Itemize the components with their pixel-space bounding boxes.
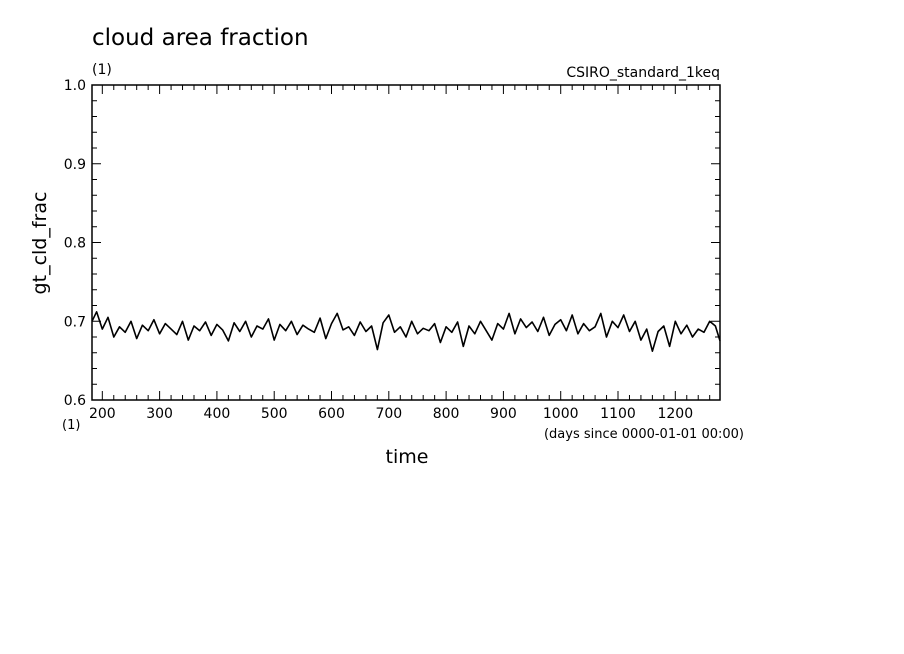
y-tick-label: 0.7 [64,314,86,330]
y-tick-label: 0.9 [64,157,86,173]
y-tick-label: 0.8 [64,236,86,252]
dataset-label: CSIRO_standard_1keq [566,65,720,81]
x-tick-label: 500 [261,406,288,422]
x-axis-units: (days since 0000-01-01 00:00) [544,427,744,442]
x-axis-tick-labels: 200 300 400 500 600 700 800 900 1000 1100 1200 [89,406,693,422]
title-units: (1) [92,62,112,78]
x-tick-label: 1200 [657,406,693,422]
x-tick-label: 900 [490,406,517,422]
series-line [91,311,721,352]
x-axis-label: time [386,446,429,468]
y-axis-tick-labels: 0.6 0.7 0.8 0.9 1.0 [64,78,86,409]
y-axis-ticks [92,84,720,401]
x-axis-units-left: (1) [62,418,80,433]
x-tick-label: 700 [375,406,402,422]
x-axis-ticks [101,85,711,400]
x-tick-label: 600 [318,406,345,422]
y-tick-label: 0.6 [64,393,86,409]
x-tick-label: 200 [89,406,116,422]
x-tick-label: 800 [433,406,460,422]
y-tick-label: 1.0 [64,78,86,94]
x-tick-label: 1100 [600,406,636,422]
plot-frame [91,84,721,401]
y-axis-label: gt_cld_frac [29,192,51,295]
x-tick-label: 300 [146,406,173,422]
chart-title: cloud area fraction [92,25,309,51]
x-tick-label: 1000 [543,406,579,422]
x-tick-label: 400 [204,406,231,422]
